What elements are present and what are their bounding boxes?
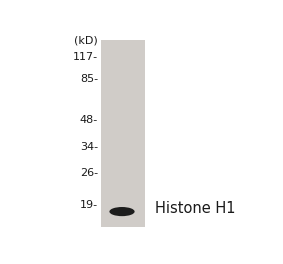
- Text: 34-: 34-: [80, 142, 98, 152]
- Text: Histone H1: Histone H1: [155, 201, 235, 216]
- Text: 19-: 19-: [80, 200, 98, 210]
- Text: 117-: 117-: [73, 52, 98, 62]
- Ellipse shape: [110, 207, 135, 216]
- Text: 26-: 26-: [80, 168, 98, 178]
- Text: 48-: 48-: [80, 115, 98, 125]
- Text: 85-: 85-: [80, 74, 98, 84]
- Text: (kD): (kD): [74, 36, 98, 46]
- Bar: [101, 40, 145, 227]
